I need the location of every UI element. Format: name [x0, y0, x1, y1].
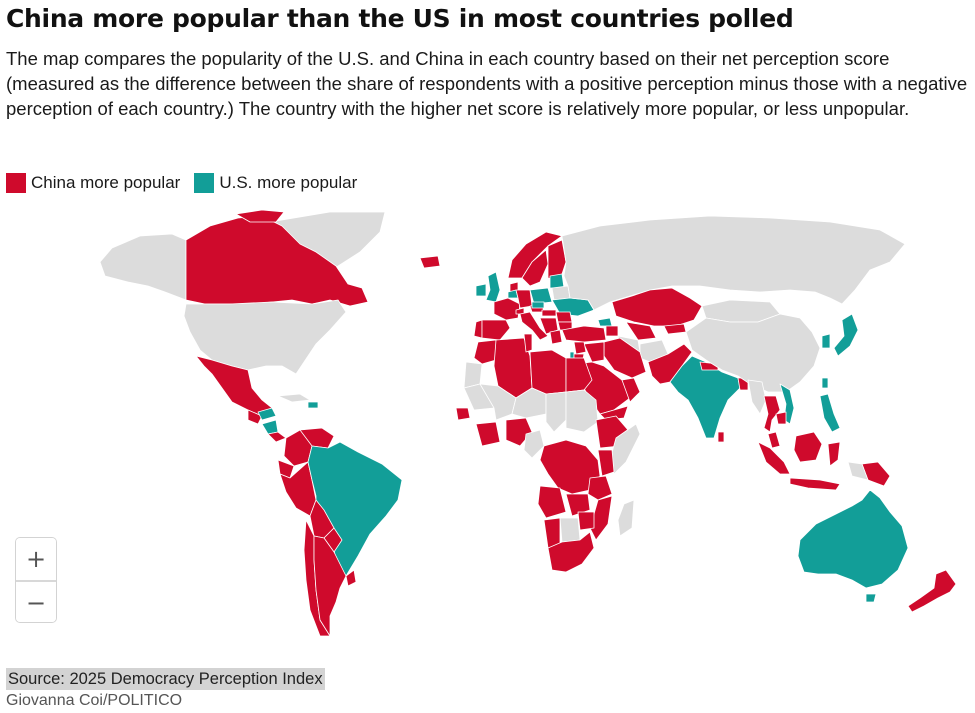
country-syria[interactable]	[573, 341, 587, 355]
country-cuba[interactable]	[277, 393, 311, 403]
country-venezuela[interactable]	[299, 427, 335, 449]
world-map[interactable]	[0, 205, 975, 645]
country-chad[interactable]	[545, 391, 567, 433]
country-spain[interactable]	[481, 319, 511, 341]
country-brazil[interactable]	[307, 441, 403, 577]
zoom-divider	[16, 580, 56, 582]
country-tanzania[interactable]	[587, 475, 613, 501]
country-thailand[interactable]	[763, 395, 781, 433]
country-papua-new-guinea[interactable]	[861, 461, 891, 487]
country-indonesia-sulawesi[interactable]	[827, 441, 841, 467]
country-indonesia-sumatra[interactable]	[757, 441, 791, 475]
country-poland[interactable]	[529, 287, 553, 305]
country-china[interactable]	[685, 313, 821, 393]
country-south-africa[interactable]	[547, 531, 595, 573]
source-note: Source: 2025 Democracy Perception Index	[6, 668, 325, 690]
chart-subtitle: The map compares the popularity of the U…	[6, 48, 968, 119]
legend-label-china: China more popular	[31, 173, 181, 192]
country-ireland[interactable]	[475, 283, 487, 297]
country-myanmar[interactable]	[747, 379, 767, 415]
country-indonesia-java[interactable]	[789, 477, 841, 491]
country-japan[interactable]	[833, 313, 859, 357]
country-baltics[interactable]	[549, 273, 565, 289]
country-senegal[interactable]	[455, 407, 471, 421]
country-iran[interactable]	[603, 337, 647, 379]
country-zimbabwe[interactable]	[577, 511, 595, 531]
credit-note: Giovanna Coi/POLITICO	[6, 692, 183, 709]
country-cameroon[interactable]	[523, 429, 545, 459]
country-greece[interactable]	[549, 329, 563, 345]
country-canada-islands[interactable]	[235, 209, 285, 223]
country-angola[interactable]	[537, 485, 567, 519]
country-vietnam[interactable]	[779, 383, 795, 425]
legend-item-us: U.S. more popular	[194, 173, 357, 193]
country-russia[interactable]	[561, 215, 906, 311]
legend-label-us: U.S. more popular	[219, 173, 358, 192]
legend-item-china: China more popular	[6, 173, 180, 193]
country-philippines[interactable]	[819, 393, 841, 433]
country-iceland[interactable]	[419, 255, 441, 269]
country-tunisia[interactable]	[523, 333, 533, 353]
legend: China more popular U.S. more popular	[6, 170, 357, 196]
country-kazakhstan[interactable]	[611, 287, 703, 327]
country-zambia[interactable]	[565, 493, 591, 517]
country-hungary[interactable]	[541, 309, 557, 317]
country-uruguay[interactable]	[345, 569, 357, 587]
country-libya[interactable]	[529, 349, 567, 395]
country-turkey[interactable]	[561, 325, 607, 343]
country-india[interactable]	[669, 355, 741, 439]
zoom-in-button[interactable]: +	[16, 538, 56, 580]
chart-title: China more popular than the US in most c…	[6, 4, 794, 33]
country-madagascar[interactable]	[617, 499, 635, 537]
country-taiwan[interactable]	[821, 377, 829, 389]
country-iraq[interactable]	[583, 341, 605, 363]
legend-swatch-us	[194, 173, 215, 193]
country-dominican-republic[interactable]	[307, 401, 319, 409]
country-germany[interactable]	[515, 289, 533, 309]
country-botswana[interactable]	[559, 517, 581, 543]
country-new-zealand[interactable]	[907, 569, 957, 613]
country-united-states[interactable]	[183, 299, 347, 375]
country-panama[interactable]	[267, 431, 287, 443]
country-new-guinea-west[interactable]	[847, 461, 869, 481]
country-italy[interactable]	[519, 311, 549, 341]
country-malaysia[interactable]	[767, 431, 781, 449]
zoom-out-button[interactable]: −	[16, 581, 56, 622]
country-united-kingdom[interactable]	[485, 271, 501, 303]
minus-icon: −	[25, 588, 47, 617]
country-france[interactable]	[493, 297, 521, 321]
country-kenya[interactable]	[597, 449, 615, 477]
country-costa-rica[interactable]	[261, 419, 279, 435]
country-cambodia[interactable]	[775, 411, 787, 425]
country-borneo[interactable]	[793, 431, 823, 463]
country-czechia[interactable]	[531, 301, 545, 309]
country-tasmania[interactable]	[865, 593, 877, 603]
country-uzbekistan[interactable]	[625, 321, 657, 341]
country-australia[interactable]	[797, 489, 909, 589]
country-portugal[interactable]	[473, 319, 483, 339]
country-uae-oman[interactable]	[621, 377, 641, 403]
plus-icon: +	[25, 545, 47, 573]
country-ghana-ivory-coast[interactable]	[475, 421, 501, 447]
country-azerbaijan[interactable]	[605, 325, 619, 337]
country-georgia[interactable]	[597, 317, 613, 327]
country-honduras[interactable]	[257, 407, 277, 421]
country-guatemala[interactable]	[247, 409, 263, 425]
legend-swatch-china	[6, 173, 26, 193]
country-romania[interactable]	[555, 311, 573, 323]
country-sri-lanka[interactable]	[717, 431, 725, 443]
zoom-controls: + −	[15, 537, 57, 623]
country-alaska[interactable]	[99, 233, 187, 301]
country-egypt[interactable]	[565, 357, 593, 393]
country-argentina[interactable]	[313, 535, 347, 637]
country-south-korea[interactable]	[821, 333, 831, 349]
country-kyrgyzstan[interactable]	[663, 323, 687, 335]
